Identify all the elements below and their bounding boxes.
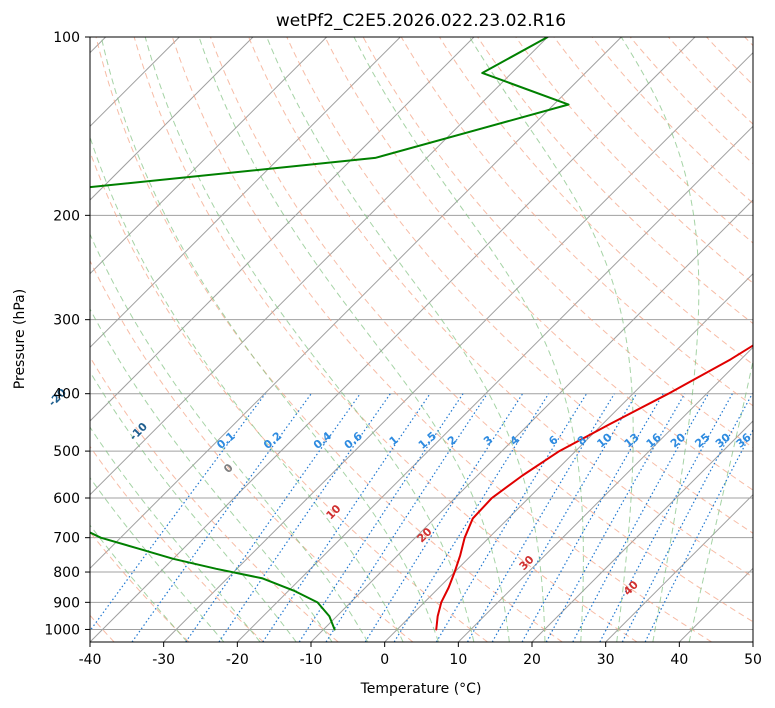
mixing-ratio-line	[435, 393, 588, 642]
grid-layer	[90, 37, 753, 642]
isotherm-line	[90, 37, 328, 275]
mixing-ratio-line	[131, 393, 312, 642]
moist-adiabat-line	[90, 308, 333, 642]
x-tick-label: -10	[300, 652, 323, 668]
dry-adiabat-line	[477, 37, 753, 325]
isotherm-line	[457, 346, 753, 642]
chart-title: wetPf2_C2E5.2026.022.23.02.R16	[276, 11, 566, 31]
dry-adiabat-line	[400, 37, 753, 407]
y-tick-label: 100	[53, 30, 80, 46]
y-tick-label: 900	[53, 595, 80, 611]
isotherm-line	[90, 37, 475, 422]
isotherm-line	[163, 51, 753, 642]
moist-adiabat-line	[90, 370, 297, 642]
dry-adiabat-line	[629, 37, 753, 165]
moist-adiabat-line	[90, 524, 188, 642]
moist-adiabat-line	[266, 37, 546, 642]
profile-layer	[90, 37, 753, 631]
dry-adiabat-line	[171, 37, 712, 642]
moist-adiabat-line	[90, 233, 369, 642]
moist-adiabat-line	[198, 37, 510, 642]
y-tick-label: 700	[53, 531, 80, 547]
moist-adiabat-line	[353, 37, 584, 642]
plot-frame	[89, 36, 754, 643]
temperature-profile	[435, 344, 753, 631]
x-tick-label: 10	[449, 652, 467, 668]
dry-adiabat-line	[515, 37, 753, 284]
x-tick-label: 40	[670, 652, 688, 668]
dry-adiabat-line	[248, 37, 753, 578]
moist-adiabat-line	[100, 37, 439, 642]
x-axis-label: Temperature (°C)	[360, 681, 482, 697]
y-tick-label: 400	[53, 387, 80, 403]
moist-adiabat-line	[90, 426, 261, 642]
dry-adiabat-line	[324, 37, 753, 491]
mixing-ratio-line	[298, 393, 464, 642]
x-tick-label: 30	[597, 652, 615, 668]
y-tick-label: 300	[53, 313, 80, 329]
isotherm-line	[90, 37, 622, 570]
mixing-ratio-line	[262, 393, 431, 642]
dry-adiabat-line	[362, 37, 753, 449]
moist-adiabat-line	[620, 37, 700, 642]
dewpoint-profile	[90, 37, 570, 631]
moist-adiabat-line	[688, 358, 753, 642]
isotherm-line	[236, 125, 753, 642]
dry-adiabat-line	[591, 37, 753, 204]
x-tick-label: -30	[152, 652, 175, 668]
isotherm-line	[605, 493, 753, 642]
x-tick-label: -40	[79, 652, 102, 668]
isotherm-line	[384, 272, 753, 642]
y-tick-label: 200	[53, 208, 80, 224]
dry-adiabat-line	[90, 259, 414, 642]
mixing-ratio-line	[364, 393, 524, 642]
moist-adiabat-line	[144, 37, 475, 642]
dry-adiabat-line	[210, 37, 753, 623]
mixing-ratio-line	[466, 393, 615, 642]
mixing-ratio-line	[393, 393, 550, 642]
y-tick-label: 500	[53, 444, 80, 460]
moist-adiabat-line	[90, 476, 225, 642]
axes-layer: -40 -30 -20 -10 0 10 20 30 40 50 100 200 300 400 500 60…	[44, 30, 762, 668]
dry-adiabat-line	[90, 445, 264, 642]
mixing-ratio-line	[325, 393, 488, 642]
x-tick-label: 0	[380, 652, 389, 668]
plot-background	[90, 37, 753, 642]
dry-adiabat-line	[95, 37, 563, 642]
y-tick-label: 800	[53, 565, 80, 581]
isotherm-line	[752, 641, 753, 642]
y-axis-label: Pressure (hPa)	[12, 289, 28, 389]
isotherm-line	[531, 420, 753, 642]
mixing-ratio-line	[545, 393, 686, 642]
dry-adiabat-line	[133, 37, 638, 642]
x-tick-label: 50	[744, 652, 762, 668]
mixing-ratio-line	[572, 393, 709, 642]
x-tick-label: 20	[523, 652, 541, 668]
y-tick-label: 1000	[44, 622, 80, 638]
isotherm-line	[90, 37, 401, 349]
isotherm-line	[90, 37, 254, 201]
isotherm-line	[90, 37, 696, 642]
mixing-ratio-line	[644, 428, 753, 642]
y-tick-label: 600	[53, 491, 80, 507]
moist-adiabat-line	[90, 135, 404, 642]
mixing-ratio-line	[491, 393, 638, 642]
mixing-ratio-line	[521, 393, 664, 642]
x-tick-label: -20	[226, 652, 249, 668]
